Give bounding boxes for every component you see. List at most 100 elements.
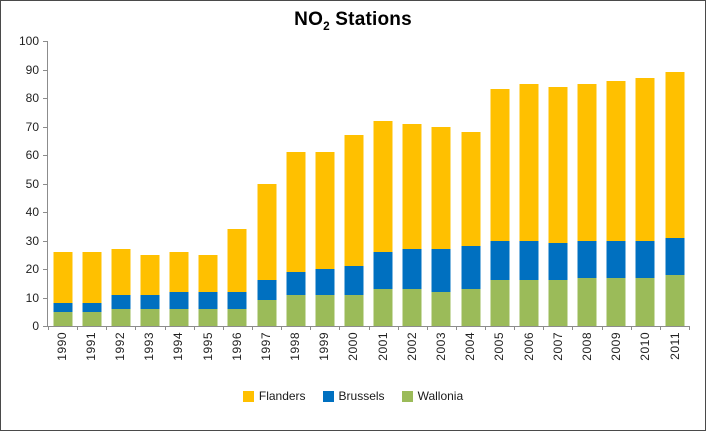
bar-segment-brussels-1995 — [198, 291, 219, 309]
bar-segment-flanders-2007 — [547, 86, 568, 244]
bar-segment-wallonia-2005 — [489, 280, 510, 326]
bar-segment-wallonia-2010 — [635, 277, 656, 326]
bar-group-1996 — [223, 41, 252, 326]
legend: Flanders Brussels Wallonia — [1, 389, 705, 403]
bar-segment-wallonia-1996 — [227, 308, 248, 326]
x-tick-mark — [368, 326, 370, 330]
y-tick-mark — [43, 240, 48, 242]
x-tick-label: 1995 — [200, 332, 215, 361]
bar-segment-wallonia-1991 — [81, 311, 102, 326]
x-label-cell: 2009 — [602, 332, 631, 374]
x-tick-label: 1994 — [171, 332, 186, 361]
y-tick-label: 20 — [25, 262, 39, 276]
bar-segment-flanders-1998 — [285, 152, 306, 272]
legend-entry-flanders: Flanders — [242, 389, 306, 403]
bar-group-2002 — [398, 41, 427, 326]
legend-entry-brussels: Brussels — [322, 389, 385, 403]
bar-segment-wallonia-1993 — [139, 308, 160, 326]
bar-group-2000 — [339, 41, 368, 326]
bar-stack-1994 — [169, 41, 190, 326]
y-tick-mark — [43, 183, 48, 185]
bar-segment-brussels-1994 — [169, 291, 190, 309]
bars-container — [48, 41, 689, 326]
bar-segment-flanders-1999 — [314, 152, 335, 270]
y-tick-label: 50 — [25, 176, 39, 191]
x-label-cell: 2005 — [485, 332, 514, 374]
bar-stack-2003 — [431, 41, 452, 326]
bar-segment-flanders-2008 — [577, 83, 598, 241]
y-tick-label: 40 — [25, 205, 39, 219]
x-tick-mark — [310, 326, 312, 330]
x-label-cell: 2000 — [339, 332, 368, 374]
bar-stack-1991 — [81, 41, 102, 326]
bar-segment-flanders-1992 — [110, 249, 131, 295]
x-tick-mark — [689, 326, 690, 330]
y-tick-mark — [43, 326, 48, 327]
x-tick-label: 2004 — [463, 332, 478, 361]
x-tick-label: 2006 — [521, 332, 536, 361]
bar-segment-wallonia-2008 — [577, 277, 598, 326]
x-label-cell: 1996 — [222, 332, 251, 374]
y-tick-mark — [43, 212, 48, 213]
bar-segment-wallonia-1994 — [169, 308, 190, 326]
bar-segment-wallonia-2006 — [518, 280, 539, 326]
bar-segment-flanders-2004 — [460, 132, 481, 247]
legend-swatch-brussels — [322, 390, 334, 402]
x-tick-mark — [251, 326, 253, 330]
x-label-cell: 2004 — [456, 332, 485, 374]
bar-segment-wallonia-2004 — [460, 288, 481, 326]
legend-swatch-wallonia — [401, 390, 413, 402]
x-tick-label: 1993 — [142, 332, 157, 361]
bar-group-1999 — [310, 41, 339, 326]
bar-stack-2000 — [343, 41, 364, 326]
plot-area: 0 10 20 30 40 50 60 70 80 90 100 — [19, 34, 690, 333]
x-label-cell: 2007 — [543, 332, 572, 374]
y-tick-label: 10 — [25, 290, 39, 305]
y-tick-label: 0 — [32, 319, 39, 333]
x-axis-labels: 1990 1991 1992 1993 1994 1995 1996 1997 1998 1999… — [47, 332, 689, 374]
x-tick-mark — [601, 326, 603, 330]
bar-stack-1996 — [227, 41, 248, 326]
y-tick-label: 100 — [18, 34, 39, 48]
bar-group-1998 — [281, 41, 310, 326]
bar-segment-flanders-2003 — [431, 126, 452, 250]
bar-segment-brussels-1993 — [139, 294, 160, 309]
x-label-cell: 2006 — [514, 332, 543, 374]
bar-segment-brussels-2000 — [343, 266, 364, 295]
bar-segment-brussels-2004 — [460, 246, 481, 289]
x-tick-label: 2003 — [434, 332, 449, 361]
bar-segment-brussels-2001 — [373, 251, 394, 289]
bar-group-1990 — [48, 41, 77, 326]
bar-segment-wallonia-2002 — [402, 288, 423, 326]
bar-group-2007 — [543, 41, 572, 326]
x-label-cell: 1997 — [251, 332, 280, 374]
x-label-cell: 1998 — [281, 332, 310, 374]
bar-segment-brussels-2005 — [489, 240, 510, 281]
x-tick-mark — [455, 326, 457, 330]
x-tick-label: 1998 — [288, 332, 303, 361]
x-tick-label: 2008 — [579, 332, 594, 361]
x-tick-label: 1992 — [112, 332, 127, 361]
bar-stack-1992 — [110, 41, 131, 326]
bar-group-2010 — [631, 41, 660, 326]
bar-group-2005 — [485, 41, 514, 326]
x-tick-mark — [485, 326, 487, 330]
bar-segment-flanders-1996 — [227, 229, 248, 292]
bar-stack-1999 — [314, 41, 335, 326]
x-label-cell: 2003 — [426, 332, 455, 374]
x-label-cell: 2001 — [368, 332, 397, 374]
bar-stack-1993 — [139, 41, 160, 326]
x-tick-mark — [426, 326, 428, 330]
bar-segment-brussels-1997 — [256, 280, 277, 301]
x-label-cell: 1992 — [105, 332, 134, 374]
bar-segment-flanders-2009 — [606, 80, 627, 241]
bar-segment-brussels-1996 — [227, 291, 248, 309]
x-label-cell: 1991 — [76, 332, 105, 374]
x-tick-label: 2007 — [550, 332, 565, 361]
x-tick-mark — [659, 326, 661, 330]
bar-group-2011 — [660, 41, 689, 326]
bar-segment-flanders-2010 — [635, 78, 656, 241]
bar-stack-2010 — [635, 41, 656, 326]
bar-stack-1998 — [285, 41, 306, 326]
bar-segment-brussels-2003 — [431, 249, 452, 292]
